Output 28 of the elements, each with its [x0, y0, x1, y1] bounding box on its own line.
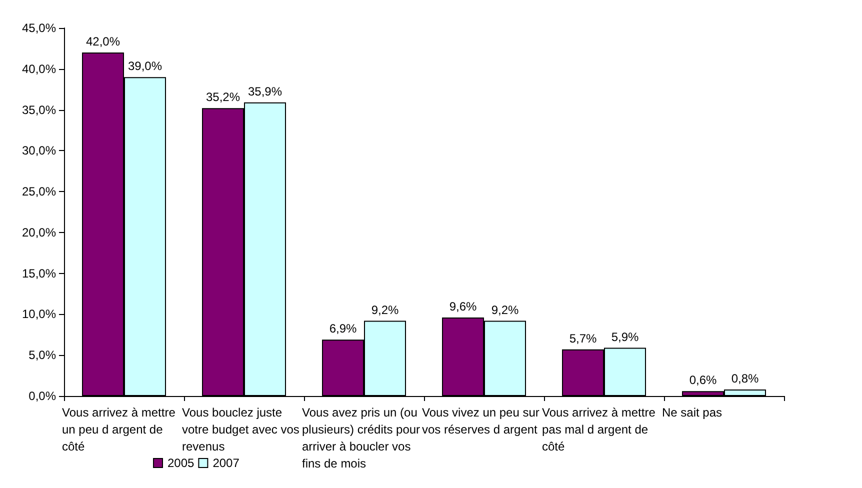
y-tick-label: 20,0%	[22, 225, 56, 240]
y-tick-label: 30,0%	[22, 144, 56, 158]
data-label: 5,9%	[611, 330, 639, 344]
x-tick-label: Vous avez pris un (ou plusieurs) crédits pour arriver à boucler vos fins de mois	[302, 406, 424, 470]
data-label: 35,2%	[206, 90, 240, 104]
data-label: 5,7%	[569, 331, 597, 346]
y-tick-label: 45,0%	[22, 21, 56, 35]
data-label: 0,8%	[731, 371, 759, 386]
data-label: 9,6%	[449, 299, 477, 314]
legend-label: 2005	[168, 456, 195, 470]
y-tick-label: 0,0%	[28, 389, 56, 403]
y-tick-label: 40,0%	[22, 62, 56, 76]
data-label: 9,2%	[491, 302, 519, 317]
y-tick-label: 15,0%	[22, 266, 56, 280]
data-label: 6,9%	[329, 322, 357, 336]
x-tick-label: Ne sait pas	[662, 406, 722, 420]
data-label: 39,0%	[128, 59, 162, 74]
y-tick-label: 5,0%	[28, 348, 56, 362]
y-tick-label: 25,0%	[22, 184, 56, 199]
x-tick-label: Vous arrivez à mettre pas mal d argent de côté	[542, 406, 659, 454]
data-label: 0,6%	[689, 373, 717, 388]
data-label: 42,0%	[86, 34, 120, 49]
y-tick-label: 10,0%	[22, 307, 56, 322]
y-tick-label: 35,0%	[22, 102, 56, 117]
data-label: 35,9%	[248, 84, 282, 98]
x-tick-label: Vous arrivez à mettre un peu d argent de côté	[62, 406, 179, 454]
legend-label: 2007	[212, 456, 240, 470]
data-label: 9,2%	[371, 302, 399, 317]
